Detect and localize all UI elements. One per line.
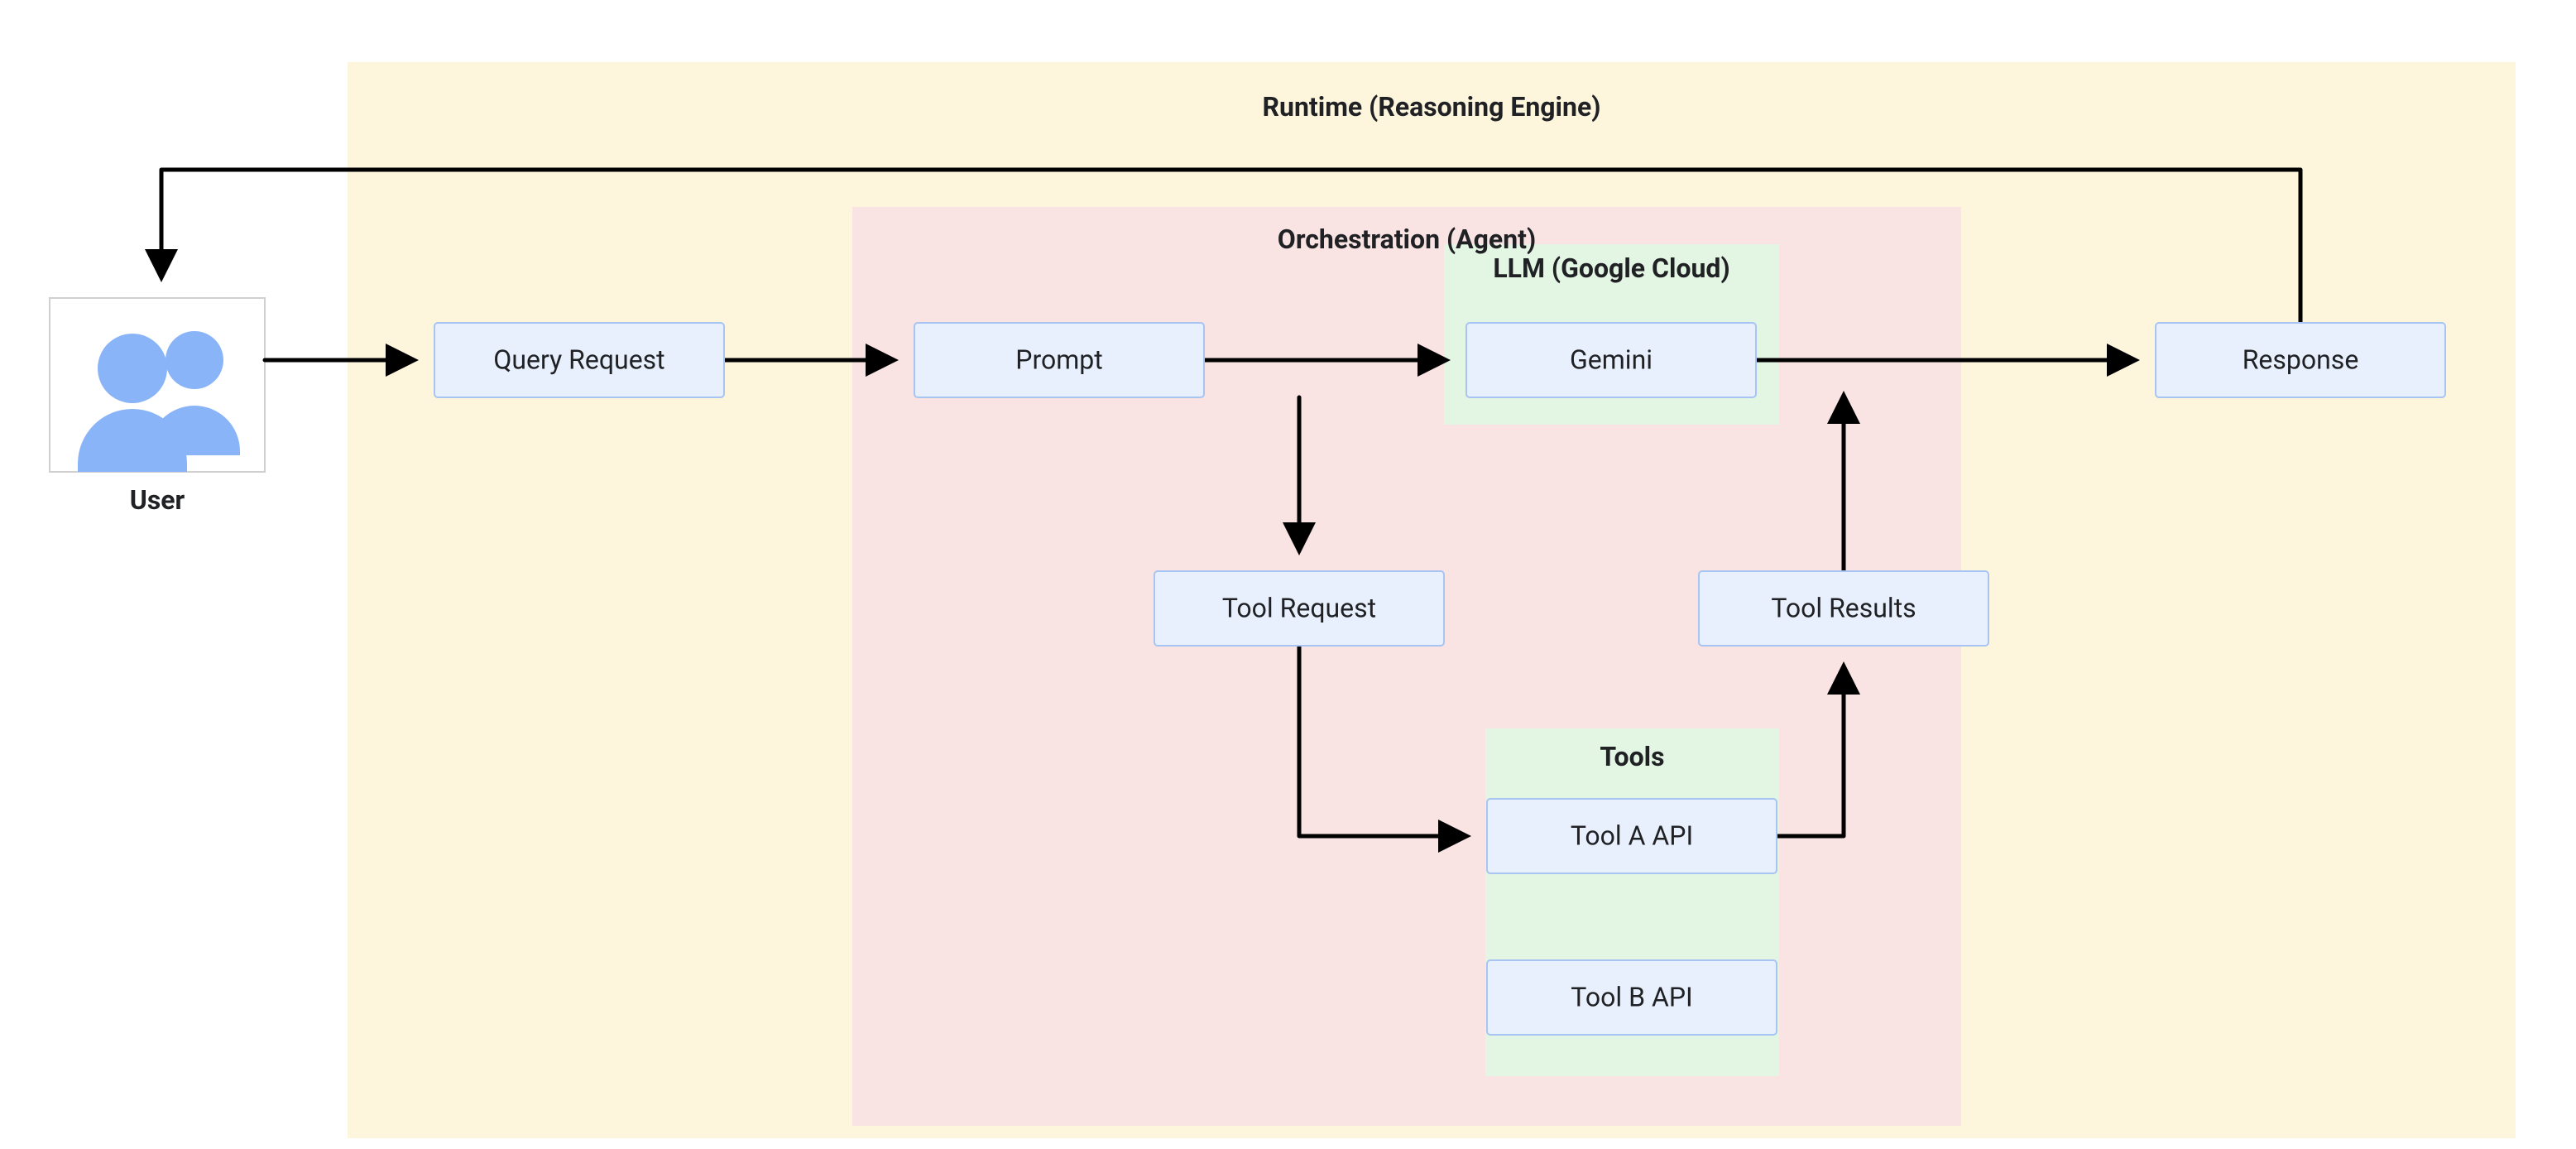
user-label: User (130, 484, 185, 516)
tool-b-node: Tool B API (1487, 960, 1777, 1035)
runtime-title: Runtime (Reasoning Engine) (1263, 91, 1601, 123)
architecture-diagram: Runtime (Reasoning Engine) Orchestration … (0, 0, 2576, 1149)
prompt-node-label: Prompt (1015, 344, 1102, 375)
prompt-node: Prompt (914, 323, 1204, 397)
query-request-node: Query Request (434, 323, 724, 397)
tools-title: Tools (1600, 741, 1664, 772)
tool-results-node: Tool Results (1699, 571, 1988, 646)
tool-request-node: Tool Request (1154, 571, 1444, 646)
response-node-label: Response (2243, 344, 2359, 375)
tool-request-node-label: Tool Request (1222, 592, 1376, 623)
tool-b-node-label: Tool B API (1571, 981, 1692, 1012)
llm-title: LLM (Google Cloud) (1493, 252, 1729, 284)
gemini-node: Gemini (1466, 323, 1756, 397)
tool-a-node-label: Tool A API (1571, 820, 1693, 851)
orchestration-title: Orchestration (Agent) (1278, 224, 1536, 255)
response-node: Response (2156, 323, 2445, 397)
tool-a-node: Tool A API (1487, 799, 1777, 873)
gemini-node-label: Gemini (1570, 344, 1653, 375)
tool-results-node-label: Tool Results (1771, 592, 1916, 623)
query-request-node-label: Query Request (493, 344, 664, 375)
